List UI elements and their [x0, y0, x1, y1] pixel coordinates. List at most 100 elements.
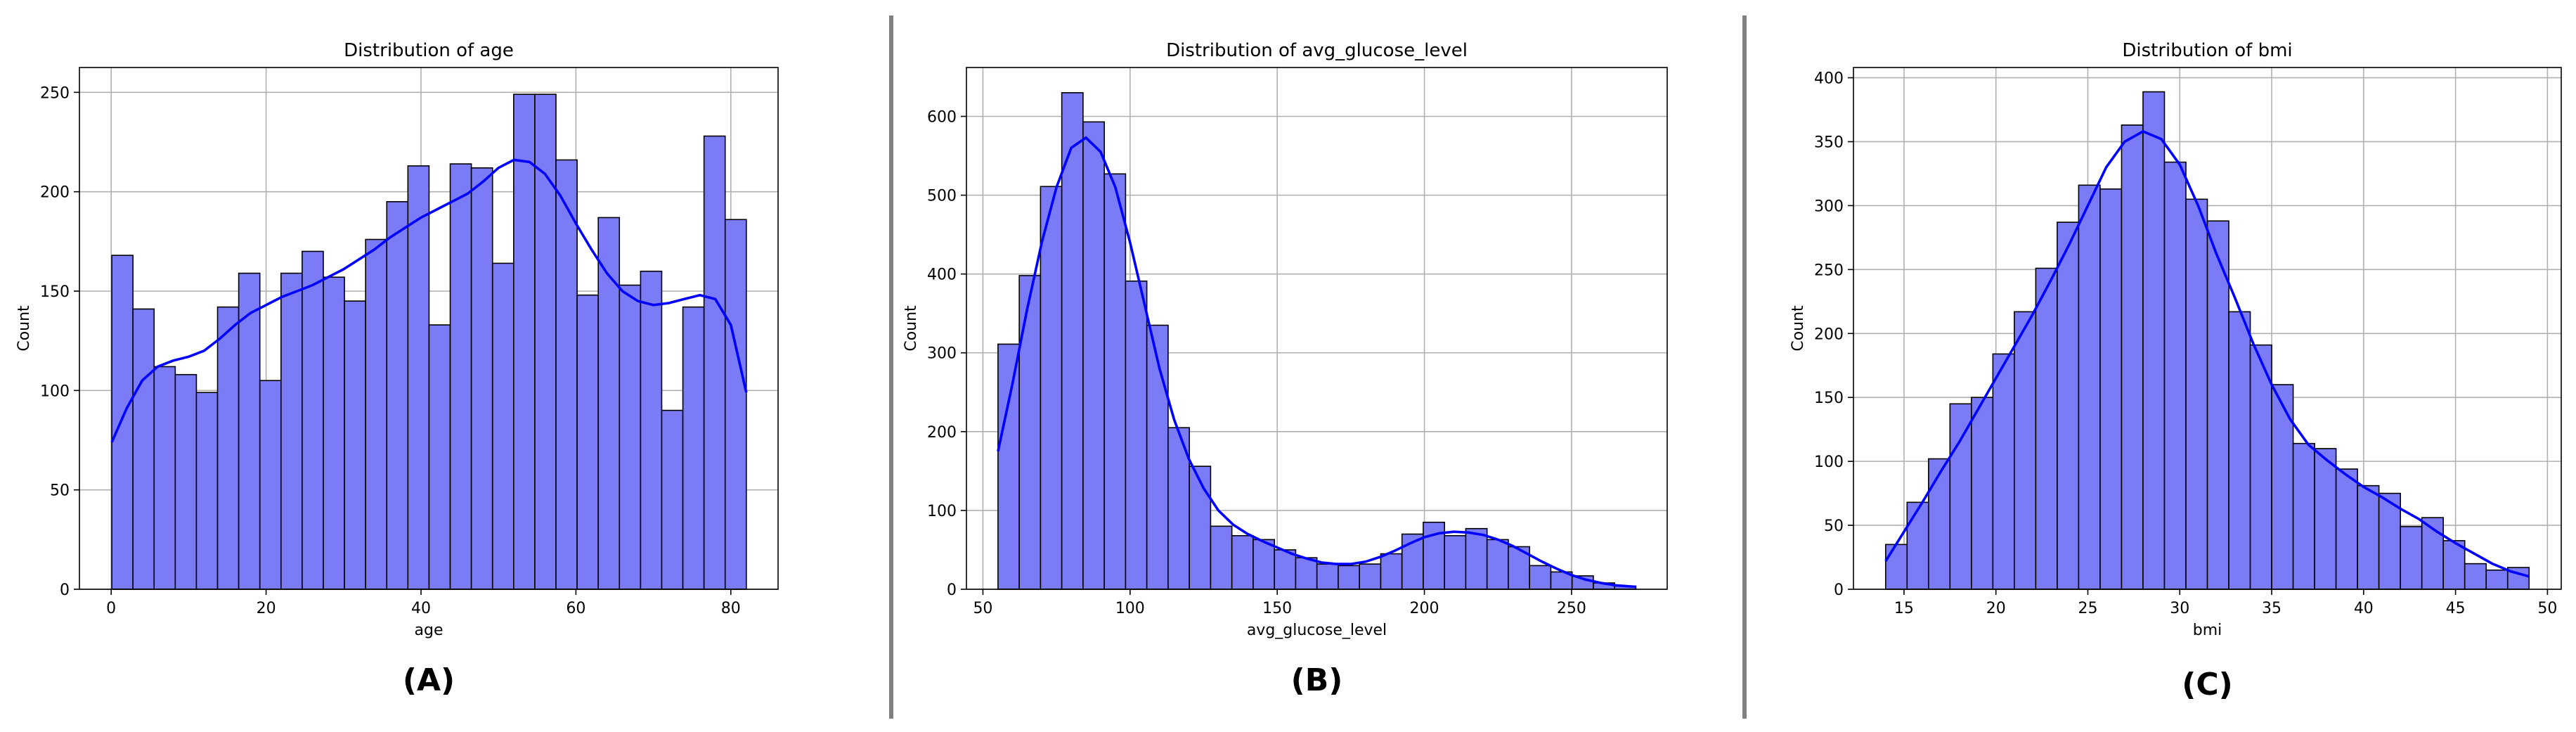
histogram-bar — [2335, 468, 2358, 590]
histogram-bar — [2099, 188, 2123, 590]
histogram-bars — [997, 92, 1637, 590]
x-tick-label: 45 — [2446, 600, 2466, 617]
axis-ticks: 50 100 150 200 250 0 100 200 300 400 500 600 — [927, 108, 1586, 617]
y-tick-label: 0 — [60, 582, 70, 599]
histogram-bar — [1884, 544, 1908, 590]
histogram-bar — [661, 409, 684, 590]
histogram-bar — [1061, 92, 1084, 590]
histogram-bar — [2464, 563, 2487, 590]
histogram-bar — [365, 238, 388, 590]
x-tick-label: 50 — [973, 600, 992, 617]
y-axis-label: Count — [902, 305, 920, 352]
x-tick-label: 40 — [411, 600, 431, 617]
histogram-bar — [1189, 465, 1212, 590]
y-tick-label: 200 — [40, 184, 70, 202]
histogram-bar — [1971, 397, 1994, 590]
histogram-bar — [1338, 565, 1360, 590]
histogram-bar — [555, 159, 578, 590]
histogram-bar — [1928, 458, 1951, 590]
y-tick-label: 150 — [1814, 390, 1844, 407]
histogram-bar — [1465, 527, 1488, 590]
histogram-bar — [259, 380, 282, 590]
histogram-bar — [2163, 161, 2187, 590]
y-tick-label: 0 — [947, 582, 957, 599]
histogram-bar — [1316, 563, 1339, 590]
histogram-bar — [323, 276, 345, 590]
histogram-bar — [513, 94, 536, 590]
histogram-bar — [1359, 563, 1382, 590]
x-tick-label: 150 — [1262, 600, 1292, 617]
x-tick-label: 80 — [721, 600, 741, 617]
histogram-bar — [1040, 186, 1063, 590]
y-tick-label: 100 — [927, 503, 957, 520]
histogram-bar — [216, 306, 240, 590]
histogram-bar — [1146, 324, 1169, 590]
y-tick-label: 250 — [1814, 262, 1844, 279]
histogram-bar — [1018, 275, 1042, 590]
histogram-bar — [2228, 311, 2251, 590]
histogram-bar — [640, 270, 663, 590]
histogram-bar — [2249, 344, 2272, 590]
histogram-bar — [2292, 442, 2315, 590]
kde-line-layer — [1884, 129, 2530, 578]
histogram-bar — [1486, 539, 1509, 590]
histogram-bars — [1884, 91, 2530, 590]
y-tick-label: 250 — [40, 84, 70, 102]
histogram-bar — [1082, 121, 1105, 590]
y-tick-label: 50 — [1824, 518, 1844, 535]
histogram-bar — [619, 284, 642, 590]
histogram-bar — [576, 294, 599, 590]
histogram-bar — [153, 366, 176, 590]
x-tick-label: 200 — [1410, 600, 1439, 617]
x-tick-label: 25 — [2078, 600, 2097, 617]
histogram-bar — [2485, 569, 2509, 590]
y-tick-label: 400 — [1814, 70, 1844, 88]
histogram-bar — [2121, 124, 2144, 590]
y-tick-label: 50 — [50, 482, 70, 500]
y-tick-label: 150 — [40, 283, 70, 301]
y-tick-label: 100 — [40, 383, 70, 400]
histogram-bar — [1167, 427, 1190, 590]
histogram-bar — [2185, 198, 2208, 590]
x-tick-label: 15 — [1894, 600, 1914, 617]
histogram-bar — [1380, 553, 1403, 590]
histogram-bar — [280, 272, 303, 590]
histogram-bar — [470, 167, 493, 590]
histogram-bar — [1253, 539, 1275, 590]
kde-curve — [1884, 129, 2530, 578]
x-tick-label: 40 — [2354, 600, 2374, 617]
histogram-bar — [386, 200, 409, 590]
histogram-bar — [491, 262, 514, 590]
histogram-bar — [111, 255, 134, 590]
y-tick-label: 600 — [927, 108, 957, 126]
axis-ticks: 0 20 40 60 80 0 50 100 150 200 250 — [40, 84, 741, 617]
histogram-bar — [1444, 534, 1467, 590]
histogram-bar — [449, 163, 472, 590]
histogram-bar — [1274, 549, 1297, 590]
histogram-bar — [2057, 221, 2080, 590]
y-tick-label: 400 — [927, 267, 957, 284]
chart-title: Distribution of avg_glucose_level — [1166, 40, 1468, 61]
histogram-bar — [1529, 565, 1552, 590]
x-tick-label: 250 — [1557, 600, 1586, 617]
chart-title: Distribution of bmi — [2122, 40, 2292, 61]
x-tick-label: 20 — [257, 600, 276, 617]
histogram-bar — [997, 343, 1020, 590]
x-axis-label: bmi — [2193, 622, 2222, 639]
x-tick-label: 0 — [106, 600, 116, 617]
histogram-bar — [1103, 173, 1127, 590]
histogram-bar — [2271, 384, 2294, 590]
chart-title: Distribution of age — [344, 40, 514, 61]
x-axis-label: age — [415, 622, 444, 639]
histogram-bar — [2314, 448, 2337, 590]
x-axis-label: avg_glucose_level — [1247, 622, 1387, 639]
x-tick-label: 60 — [566, 600, 585, 617]
kde-curve — [997, 136, 1636, 589]
x-tick-label: 50 — [2537, 600, 2557, 617]
histogram-bars — [111, 94, 747, 590]
histogram-bar — [195, 392, 219, 590]
y-tick-label: 300 — [1814, 198, 1844, 215]
y-tick-label: 500 — [927, 188, 957, 205]
histogram-bar — [132, 308, 155, 590]
